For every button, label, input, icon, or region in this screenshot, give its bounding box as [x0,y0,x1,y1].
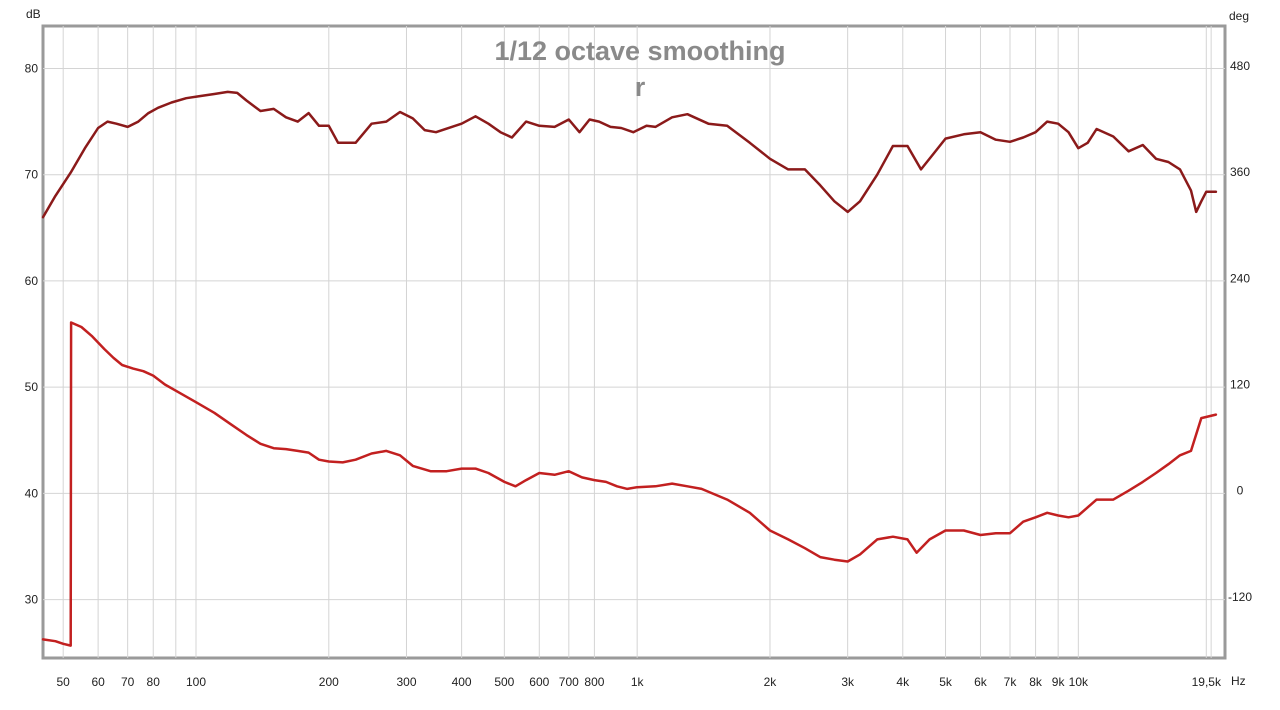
x-tick-label-22: 19,5k [1192,675,1222,689]
magnitude-series-line-0 [41,90,1218,219]
x-tick-label-14: 3k [841,675,855,689]
x-tick-label-7: 400 [452,675,472,689]
x-tick-label-8: 500 [494,675,514,689]
left-tick-label-4: 70 [25,168,39,182]
x-tick-label-10: 700 [559,675,579,689]
right-tick-label-5: 480 [1230,59,1250,73]
right-tick-label-2: 120 [1230,377,1250,391]
right-tick-label-3: 240 [1230,271,1250,285]
x-tick-label-6: 300 [396,675,416,689]
x-tick-label-1: 60 [91,675,105,689]
chart-subtitle: r [635,72,646,102]
x-axis: 50 60 70 80 100 200 300 400 500 600 700 800 1k 2k 3k 4k… [57,675,1222,689]
x-tick-label-4: 100 [186,675,206,689]
x-tick-label-5: 200 [319,675,339,689]
left-axis-unit: dB [26,7,41,21]
x-tick-label-9: 600 [529,675,549,689]
left-tick-label-2: 50 [25,380,39,394]
x-tick-label-17: 6k [974,675,988,689]
right-tick-label-4: 360 [1230,165,1250,179]
series-layer [41,90,1218,647]
x-tick-label-19: 8k [1029,675,1043,689]
x-tick-label-16: 5k [939,675,953,689]
x-tick-label-3: 80 [147,675,161,689]
chart-title: 1/12 octave smoothing [494,36,785,66]
x-axis-unit: Hz [1231,674,1246,688]
right-axis-unit: deg [1229,9,1249,23]
x-tick-label-0: 50 [57,675,71,689]
left-tick-label-3: 60 [25,274,39,288]
left-tick-label-0: 30 [25,593,39,607]
left-tick-label-5: 80 [25,61,39,75]
phase-series-line-1 [41,321,1218,647]
x-tick-label-11: 800 [584,675,604,689]
grid-lines [43,26,1225,658]
right-tick-label-0: -120 [1228,590,1252,604]
x-tick-label-2: 70 [121,675,135,689]
right-axis: -120 0 120 240 360 480 [1228,59,1252,604]
x-tick-label-15: 4k [896,675,910,689]
left-axis: 30 40 50 60 70 80 [25,61,39,606]
x-tick-label-18: 7k [1004,675,1018,689]
x-tick-label-13: 2k [764,675,778,689]
right-tick-label-1: 0 [1237,484,1244,498]
left-tick-label-1: 40 [25,486,39,500]
x-tick-label-21: 10k [1069,675,1089,689]
x-tick-label-20: 9k [1052,675,1066,689]
x-tick-label-12: 1k [631,675,645,689]
